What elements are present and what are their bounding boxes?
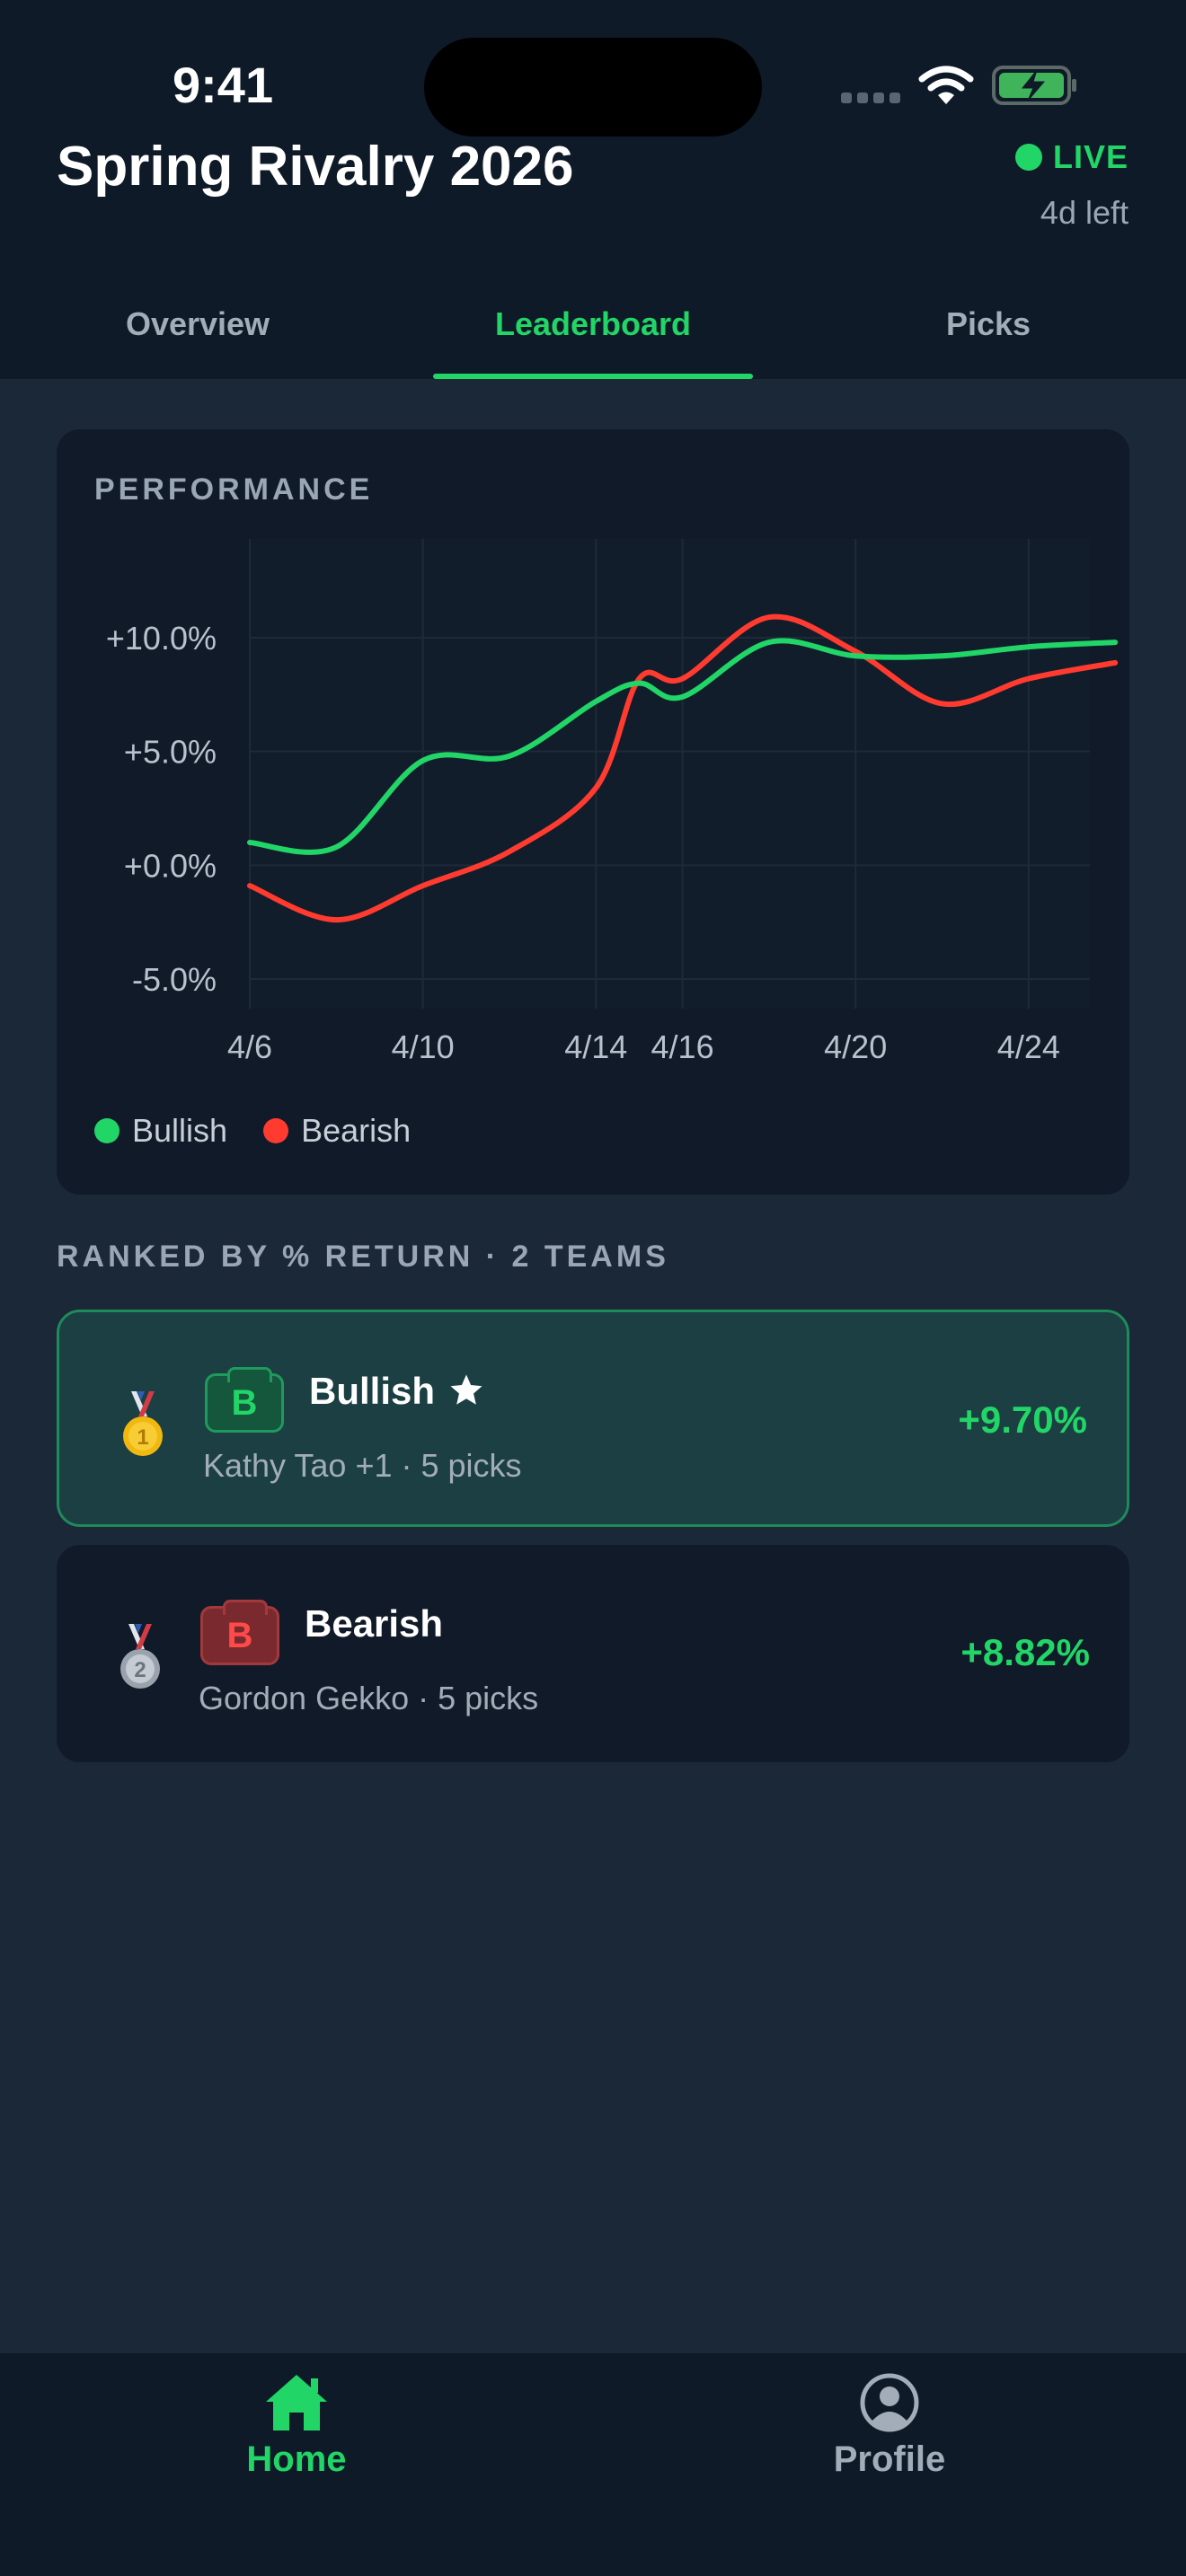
legend-dot-bullish [94,1118,119,1143]
silver-medal-icon: 2 [120,1624,160,1689]
bottom-nav: Home Profile [0,2353,1186,2576]
x-tick-label: 4/20 [824,1028,887,1065]
nav-home[interactable]: Home [162,2371,431,2480]
ranked-label: RANKED BY % RETURN · 2 TEAMS [57,1239,669,1274]
y-tick-label: +10.0% [106,620,217,657]
live-label: LIVE [1052,138,1128,175]
legend-label-bearish: Bearish [301,1112,412,1149]
legend-dot-bearish [263,1118,289,1143]
star-icon [450,1374,482,1405]
tab-picks[interactable]: Picks [945,305,1031,342]
legend-label-bullish: Bullish [132,1112,228,1149]
header: 9:41 Spring Rivalry 2026 LIVE 4d left Ov… [0,0,1186,379]
wifi-icon [918,66,974,104]
nav-home-label: Home [246,2439,347,2479]
x-tick-label: 4/14 [564,1028,627,1065]
team-name-bullish: Bullish [309,1370,436,1412]
tab-leaderboard[interactable]: Leaderboard [494,305,692,342]
svg-text:2: 2 [134,1658,146,1682]
tab-overview[interactable]: Overview [125,305,270,342]
team-meta-bearish: Gordon Gekko · 5 picks [199,1680,539,1716]
x-tick-label: 4/24 [997,1028,1060,1065]
svg-text:1: 1 [137,1425,148,1450]
team-return-bearish: +8.82% [960,1631,1090,1673]
team-name-bearish: Bearish [305,1602,444,1645]
team-meta-bullish: Kathy Tao +1 · 5 picks [203,1447,522,1484]
page-title: Spring Rivalry 2026 [57,136,574,198]
tab-bar: Overview Leaderboard Picks [0,287,1186,379]
y-tick-label: +5.0% [124,734,217,771]
time-left: 4d left [1040,194,1128,231]
status-time: 9:41 [173,57,274,113]
live-indicator: LIVE [1014,138,1128,176]
gold-medal-icon: 1 [123,1391,163,1456]
team-badge-bullish: B [205,1367,284,1433]
dynamic-island [424,38,762,137]
x-tick-label: 4/10 [392,1028,455,1065]
nav-profile[interactable]: Profile [755,2371,1024,2480]
legend-item-bearish: Bearish [263,1112,411,1150]
chart-legend: Bullish Bearish [94,1112,411,1150]
team-row-bullish[interactable]: 1 B Bullish Kathy Tao +1 · 5 picks +9.70… [57,1310,1129,1527]
profile-icon [860,2373,919,2432]
nav-profile-label: Profile [833,2439,946,2479]
home-icon [266,2375,327,2430]
y-tick-label: +0.0% [124,847,217,884]
battery-charging-icon [992,66,1076,105]
x-tick-label: 4/6 [227,1028,272,1065]
active-tab-indicator [433,374,753,379]
live-dot-icon [1014,144,1042,171]
team-return-bullish: +9.70% [958,1398,1087,1441]
team-badge-bearish: B [200,1600,279,1665]
plot-area [250,539,1090,1009]
team-row-bearish[interactable]: 2 B Bearish Gordon Gekko · 5 picks +8.82… [57,1545,1129,1762]
legend-item-bullish: Bullish [94,1112,227,1150]
cellular-signal-icon [841,93,902,103]
performance-card: PERFORMANCE +10.0% +5.0% +0.0% -5.0% 4/6 4/10… [57,429,1129,1195]
y-tick-label: -5.0% [132,961,217,998]
performance-label: PERFORMANCE [94,472,374,507]
x-tick-label: 4/16 [651,1028,714,1065]
series-line-bearish [247,613,1119,923]
performance-chart: +10.0% +5.0% +0.0% -5.0% 4/6 4/10 4/14 4/16 4/20… [106,539,1119,1065]
series-line-bullish [247,638,1119,855]
